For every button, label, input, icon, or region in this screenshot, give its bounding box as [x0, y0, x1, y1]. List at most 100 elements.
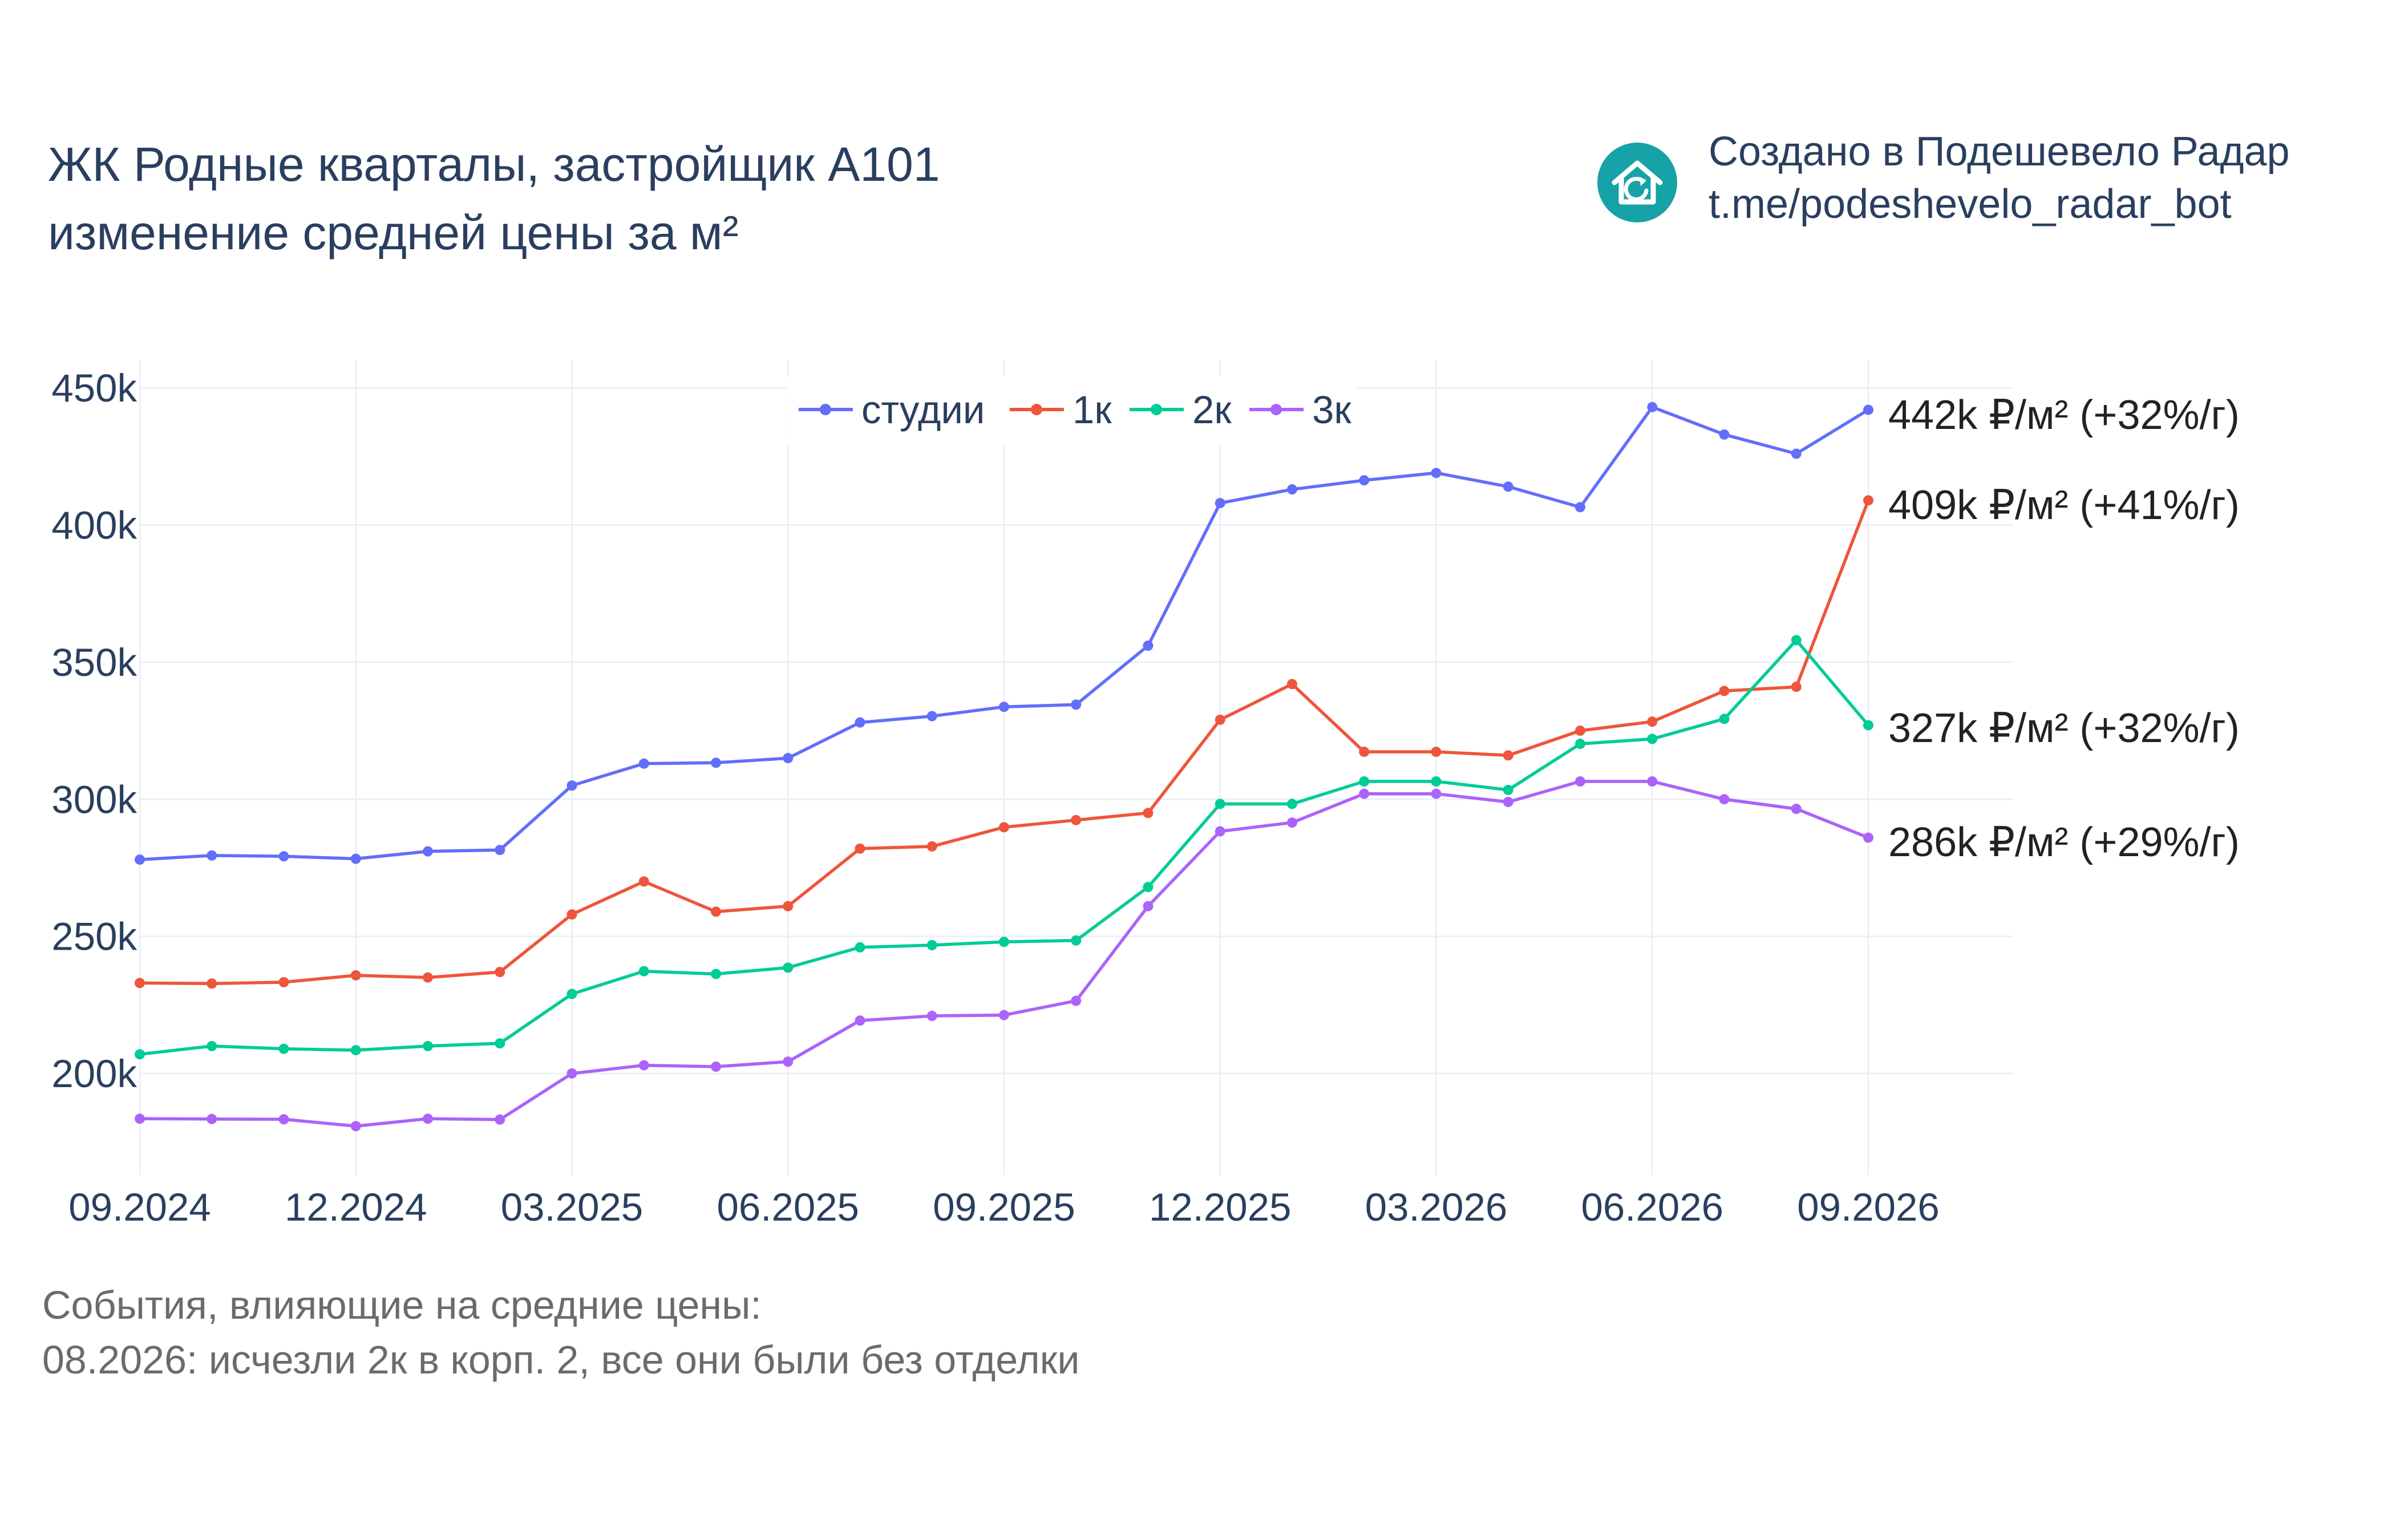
y-tick-label: 250k — [51, 915, 137, 959]
data-point-3 — [207, 1113, 217, 1124]
data-point-3 — [638, 1060, 649, 1071]
data-point-3 — [1071, 995, 1082, 1006]
data-point-2 — [638, 966, 649, 976]
data-point-2 — [855, 942, 865, 953]
data-point-1 — [783, 901, 794, 911]
legend-swatch-marker[interactable] — [820, 404, 831, 415]
data-point-1 — [1431, 747, 1442, 757]
data-point-0 — [1863, 404, 1873, 415]
data-point-3 — [1215, 826, 1225, 837]
data-point-0 — [999, 702, 1009, 712]
data-point-1 — [1719, 686, 1730, 696]
data-point-2 — [1503, 784, 1513, 795]
chart-title-line2: изменение средней цены за м² — [48, 206, 739, 260]
data-point-3 — [1143, 901, 1154, 911]
data-point-0 — [1143, 641, 1154, 651]
events-note: События, влияющие на средние цены: 08.20… — [42, 1278, 1079, 1387]
data-point-0 — [1431, 468, 1442, 479]
data-point-2 — [1071, 935, 1082, 946]
data-point-1 — [278, 976, 289, 987]
credit-line2[interactable]: t.me/podeshevelo_radar_bot — [1709, 181, 2232, 227]
data-point-2 — [566, 988, 577, 999]
data-point-0 — [350, 853, 361, 864]
data-point-0 — [926, 711, 937, 722]
data-point-0 — [1647, 402, 1658, 412]
x-tick-label: 09.2026 — [1797, 1185, 1939, 1229]
x-tick-label: 12.2025 — [1149, 1185, 1291, 1229]
legend-swatch-marker[interactable] — [1031, 404, 1042, 415]
data-point-0 — [1719, 429, 1730, 440]
data-point-1 — [135, 978, 145, 988]
legend-label[interactable]: 2к — [1192, 388, 1232, 432]
data-point-3 — [926, 1011, 937, 1022]
data-point-0 — [1359, 475, 1370, 486]
data-point-3 — [999, 1010, 1009, 1020]
data-point-3 — [1791, 804, 1802, 814]
data-point-2 — [1863, 720, 1873, 731]
data-point-2 — [999, 937, 1009, 947]
x-tick-label: 09.2025 — [933, 1185, 1075, 1229]
data-point-0 — [1071, 699, 1082, 710]
data-point-1 — [638, 876, 649, 887]
events-heading: События, влияющие на средние цены: — [42, 1283, 762, 1327]
legend-swatch-marker[interactable] — [1270, 404, 1282, 415]
data-point-1 — [855, 843, 865, 854]
data-point-3 — [1503, 797, 1513, 808]
data-point-3 — [566, 1068, 577, 1079]
data-point-2 — [1431, 776, 1442, 787]
data-point-0 — [1575, 502, 1585, 513]
data-point-1 — [1575, 726, 1585, 736]
data-point-2 — [1215, 799, 1225, 809]
events-item: 08.2026: исчезли 2к в корп. 2, все они б… — [42, 1338, 1080, 1382]
data-point-0 — [278, 851, 289, 862]
y-tick-label: 350k — [51, 641, 137, 684]
data-point-0 — [783, 753, 794, 764]
data-point-1 — [1647, 716, 1658, 727]
credit-line1: Создано в Подешевело Радар — [1709, 129, 2290, 175]
data-point-2 — [423, 1041, 433, 1052]
data-point-3 — [135, 1113, 145, 1124]
series-end-label: 409k ₽/м² (+41%/г) — [1888, 483, 2240, 528]
data-point-2 — [1143, 882, 1154, 893]
data-point-1 — [495, 967, 505, 978]
data-point-2 — [350, 1045, 361, 1056]
data-point-2 — [207, 1041, 217, 1052]
data-point-3 — [1719, 794, 1730, 805]
x-tick-label: 06.2026 — [1581, 1185, 1723, 1229]
y-tick-label: 450k — [51, 366, 137, 410]
data-point-2 — [1287, 799, 1297, 809]
data-point-2 — [278, 1043, 289, 1054]
data-point-3 — [1575, 776, 1585, 787]
x-tick-label: 03.2026 — [1365, 1185, 1507, 1229]
data-point-1 — [1215, 714, 1225, 725]
data-point-0 — [423, 846, 433, 857]
data-point-2 — [1719, 714, 1730, 724]
house-refresh-icon-bg — [1597, 143, 1677, 222]
x-tick-label: 03.2025 — [501, 1185, 643, 1229]
legend-label[interactable]: 3к — [1312, 388, 1351, 432]
legend-swatch-marker[interactable] — [1151, 404, 1162, 415]
data-point-0 — [495, 845, 505, 856]
house-refresh-icon-shape — [1612, 160, 1663, 205]
data-point-2 — [1791, 635, 1802, 646]
data-point-1 — [1071, 814, 1082, 825]
house-refresh-icon-arrowhead — [1640, 177, 1646, 186]
data-point-1 — [711, 906, 721, 917]
chart-title: ЖК Родные кварталы, застройщик А101 изме… — [48, 130, 940, 267]
data-point-1 — [1359, 747, 1370, 757]
data-point-0 — [1503, 481, 1513, 492]
data-point-3 — [1287, 817, 1297, 828]
data-point-3 — [1359, 788, 1370, 799]
data-point-1 — [926, 841, 937, 852]
data-point-1 — [207, 978, 217, 989]
data-point-0 — [566, 780, 577, 791]
data-point-0 — [1215, 498, 1225, 509]
legend-label[interactable]: 1к — [1072, 388, 1112, 432]
data-point-1 — [350, 970, 361, 980]
legend-label[interactable]: студии — [861, 388, 985, 432]
data-point-3 — [423, 1113, 433, 1124]
data-point-0 — [1287, 484, 1297, 495]
data-point-1 — [999, 822, 1009, 833]
data-point-2 — [1647, 733, 1658, 744]
